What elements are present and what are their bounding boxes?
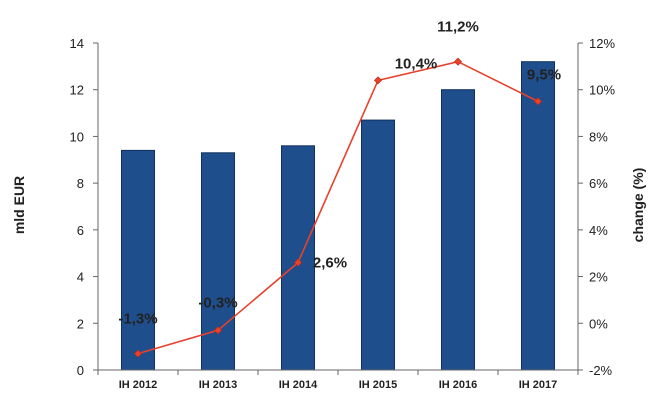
x-tick-label: IH 2015 (359, 379, 398, 391)
bar-0 (121, 149, 155, 371)
bar-5 (521, 61, 555, 371)
x-tick-label: IH 2013 (199, 379, 238, 391)
y-tick-label: 2 (77, 316, 84, 331)
y2-tick-label: 8% (589, 129, 608, 144)
change-point-4 (453, 57, 463, 66)
y-tick-label: 4 (77, 270, 84, 285)
bar-4 (441, 89, 475, 371)
change-point-1 (213, 326, 223, 335)
x-tick-label: IH 2012 (119, 379, 158, 391)
change-point-0 (133, 349, 143, 358)
change-data-label: 11,2% (437, 19, 479, 36)
y-tick-label: 0 (77, 363, 84, 378)
change-data-label: -0,3% (198, 294, 237, 311)
y-tick-label: 6 (77, 223, 84, 238)
y-tick-label: 14 (70, 36, 84, 51)
y-axis-title: mld EUR (11, 176, 27, 234)
axes-layer: 0 2 4 6 8 10 12 14 -2% 0% 2% 4% 6% 8% 10% 12% IH 2012 IH … (70, 36, 616, 391)
labels-layer: -1,3% -0,3% 2,6% 10,4% 11,2% 9,5% (118, 19, 561, 328)
x-tick-label: IH 2017 (519, 379, 558, 391)
bar-1 (201, 152, 235, 371)
change-data-label: -1,3% (118, 311, 157, 328)
x-tick-label: IH 2016 (439, 379, 478, 391)
y-tick-label: 8 (77, 176, 84, 191)
y2-tick-label: 4% (589, 223, 608, 238)
y2-tick-label: 10% (589, 83, 615, 98)
change-point-2 (293, 258, 303, 267)
change-point-5 (533, 97, 543, 106)
bars-layer (121, 61, 555, 371)
bar-3 (361, 119, 395, 371)
x-tick-label: IH 2014 (279, 379, 318, 391)
y2-axis-title: change (%) (630, 168, 646, 243)
line-layer (133, 57, 543, 358)
y2-tick-label: 0% (589, 316, 608, 331)
change-line (137, 60, 539, 355)
y2-tick-label: 6% (589, 176, 608, 191)
y-tick-label: 10 (70, 129, 84, 144)
change-data-label: 10,4% (395, 55, 438, 72)
y2-tick-label: 12% (589, 36, 615, 51)
y-tick-label: 12 (70, 83, 84, 98)
change-data-label: 2,6% (313, 255, 347, 272)
change-data-label: 9,5% (527, 66, 561, 83)
y2-tick-label: 2% (589, 270, 608, 285)
y2-tick-label: -2% (589, 363, 613, 378)
bar-2 (281, 145, 315, 371)
change-point-3 (373, 76, 383, 85)
